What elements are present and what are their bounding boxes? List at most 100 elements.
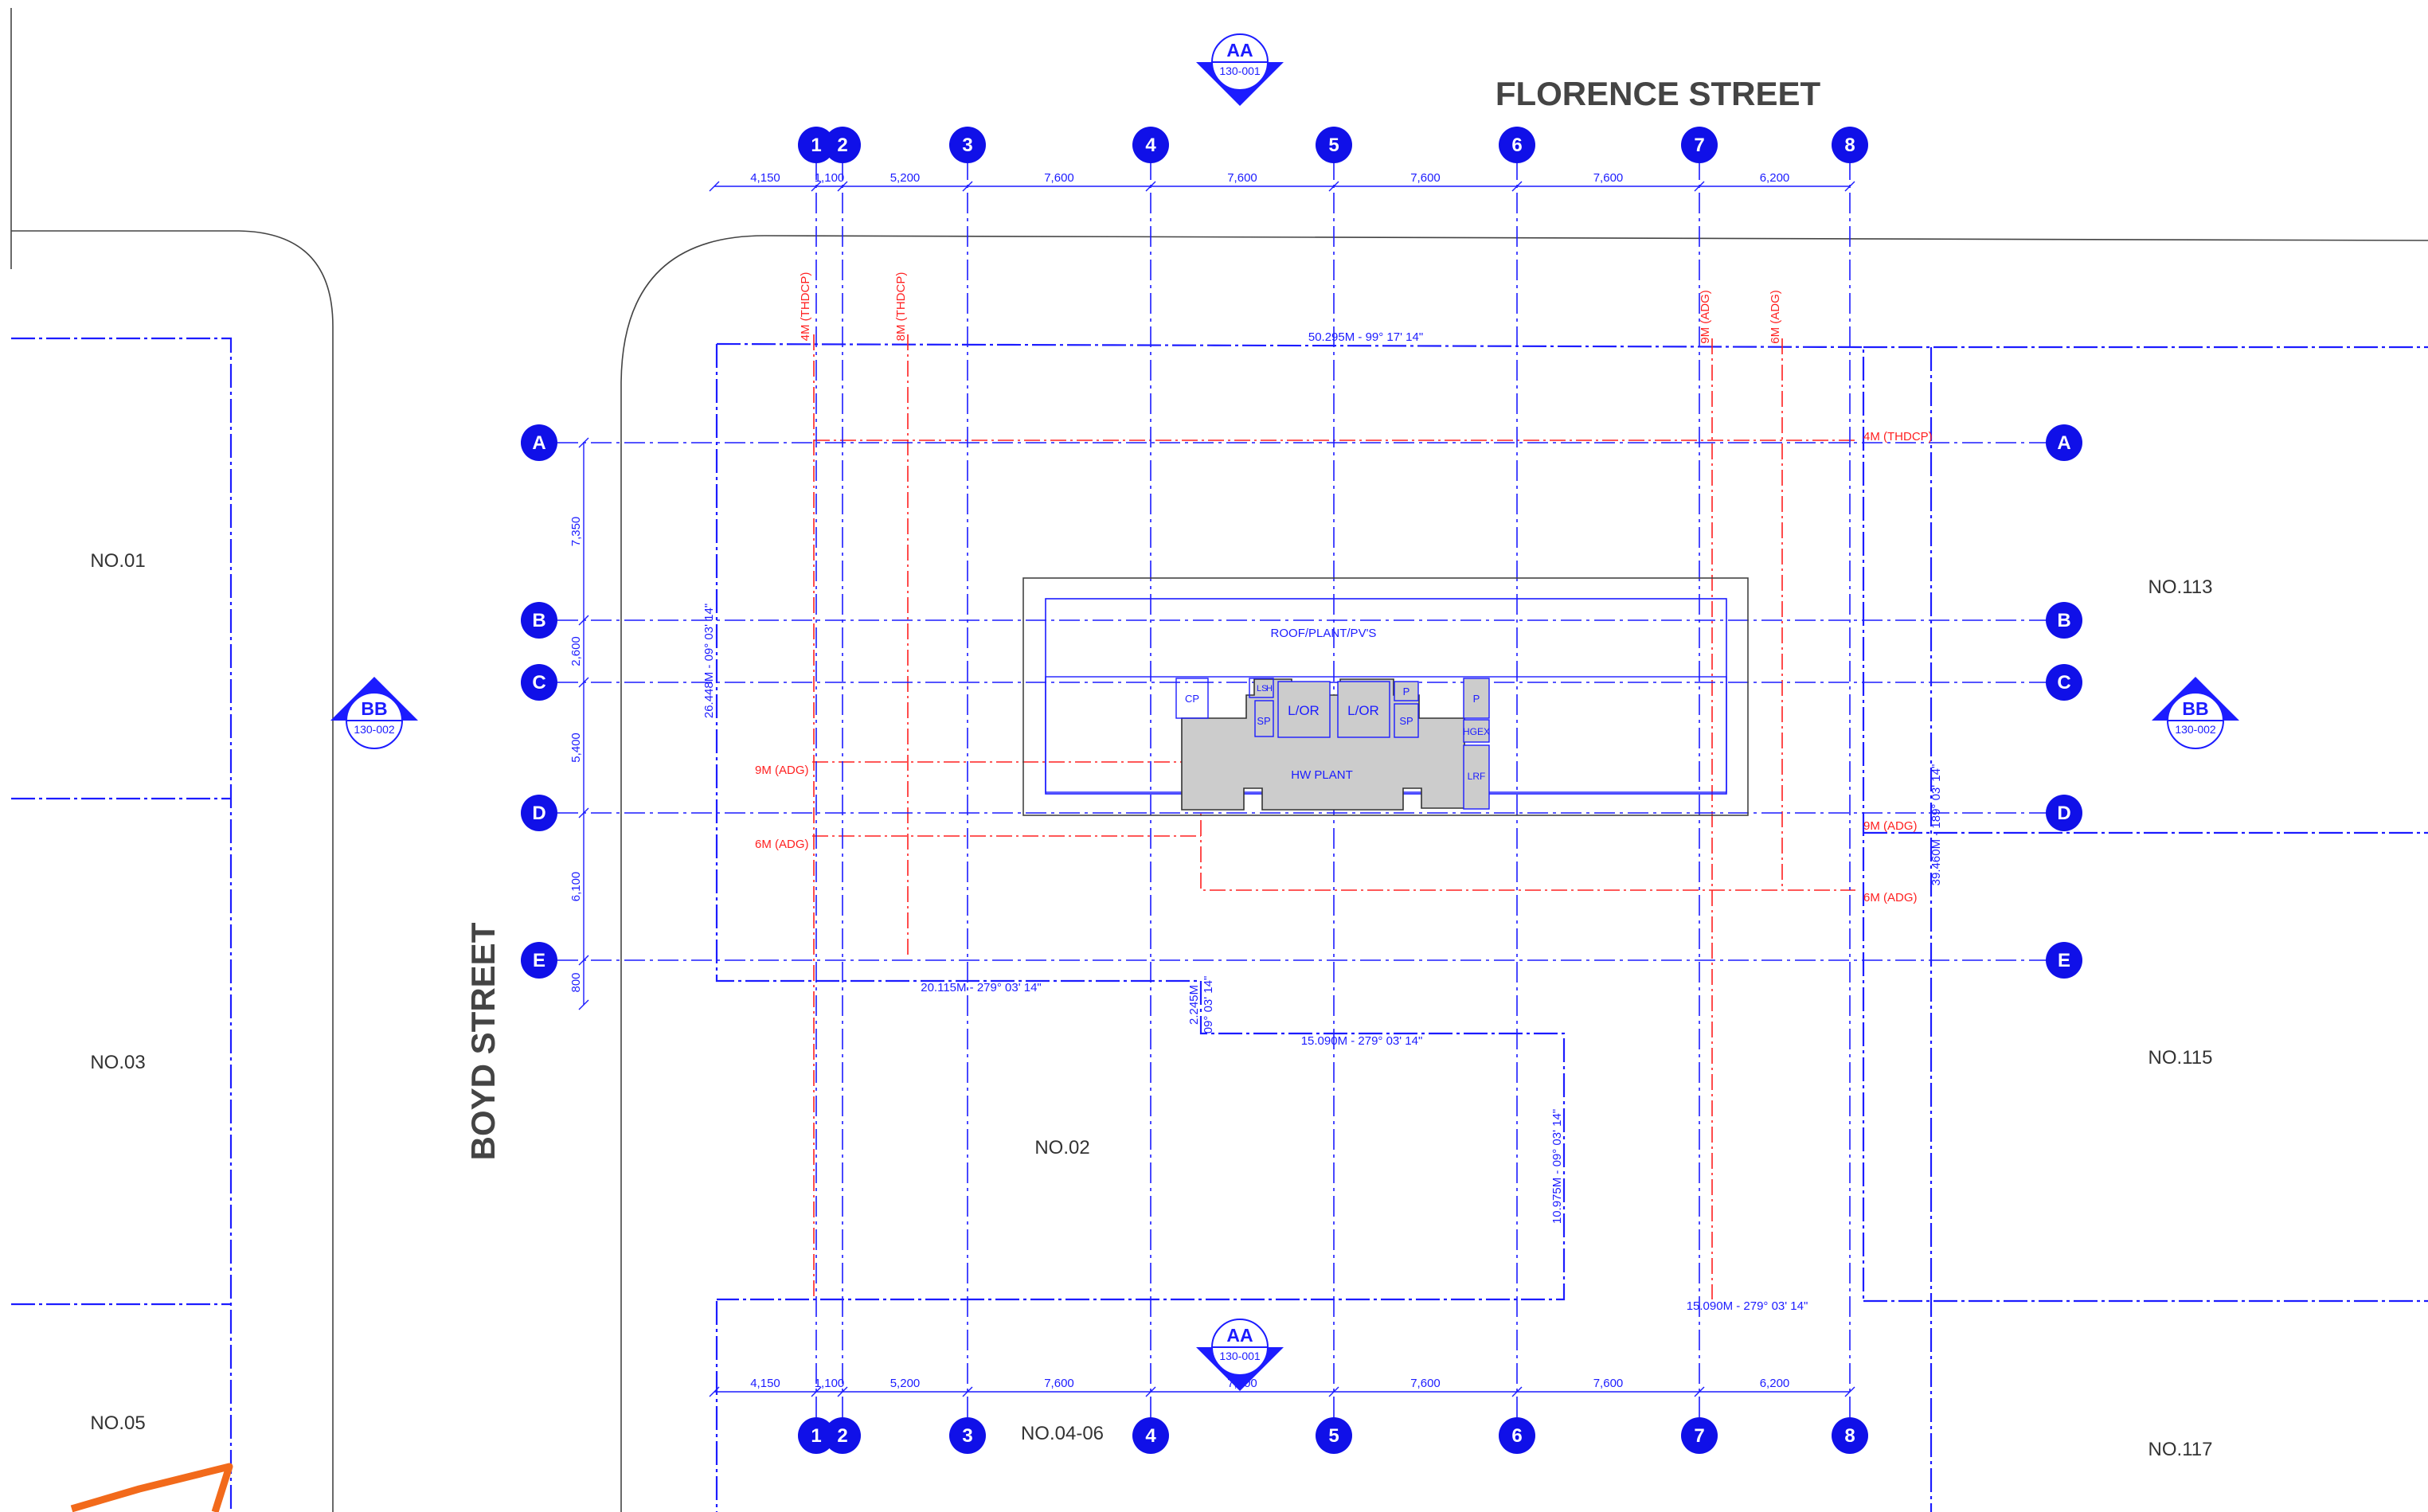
grid-bubble-circle bbox=[1316, 127, 1352, 163]
grid-bubble-row: C bbox=[2046, 664, 2082, 701]
grid-bubble-circle bbox=[2046, 664, 2082, 701]
room-lrf-label: LRF bbox=[1468, 771, 1486, 782]
room-p-label: P bbox=[1403, 686, 1410, 697]
grid-bubble-circle bbox=[521, 942, 557, 979]
setback-labels: 4M (THDCP) 8M (THDCP) 9M (ADG) 6M (ADG) … bbox=[755, 272, 1933, 904]
lot-label-no05: NO.05 bbox=[90, 1412, 145, 1434]
dimension-label: 1,100 bbox=[815, 171, 845, 185]
grid-bubble-label: 2 bbox=[837, 1425, 847, 1447]
dimension-label: 6,200 bbox=[1760, 1377, 1790, 1390]
grid-bubble-row: C bbox=[521, 664, 557, 701]
section-aa-label: AA bbox=[1226, 40, 1253, 61]
room-lor-label: L/OR bbox=[1347, 703, 1379, 718]
grid-bubble-label: 3 bbox=[962, 135, 972, 156]
dimension-label: 5,200 bbox=[890, 1377, 921, 1390]
boundary-north-label: 50.295M - 99° 17' 14" bbox=[1308, 330, 1423, 344]
grid-bubble-circle bbox=[798, 127, 835, 163]
room-sp-label: SP bbox=[1399, 715, 1413, 727]
grid-bubble-circle bbox=[824, 127, 861, 163]
grid-bubble-row: D bbox=[521, 795, 557, 831]
grid-bubble-column: 8 bbox=[1832, 1417, 1868, 1454]
section-marker-bb-west[interactable]: BB 130-002 bbox=[330, 677, 418, 749]
section-bb-label: BB bbox=[361, 698, 387, 719]
boundary-mid-vertical-label: 10.975M - 09° 03' 14" bbox=[1550, 1109, 1564, 1224]
boundary-south-label: 15.090M - 279° 03' 14" bbox=[1687, 1299, 1808, 1313]
lot-label-no115: NO.115 bbox=[2148, 1047, 2213, 1069]
dimension-label: 6,200 bbox=[1760, 171, 1790, 185]
setback-6m-adg-label: 6M (ADG) bbox=[1769, 290, 1782, 344]
setback-6m-adg-label: 6M (ADG) bbox=[1863, 891, 1918, 904]
dimension-label: 7,600 bbox=[1410, 1377, 1441, 1390]
grid-bubble-label: 1 bbox=[811, 135, 821, 156]
dimension-label: 7,600 bbox=[1593, 171, 1624, 185]
lot-label-no117: NO.117 bbox=[2148, 1439, 2213, 1460]
grid-bubble-row: D bbox=[2046, 795, 2082, 831]
grid-bubble-row: A bbox=[521, 424, 557, 461]
gridlines bbox=[557, 159, 2062, 1433]
grid-bubble-label: 4 bbox=[1145, 1425, 1156, 1447]
grid-bubble-label: B bbox=[2057, 610, 2070, 631]
grid-bubble-label: A bbox=[532, 432, 545, 454]
setback-8m-thdcp-label: 8M (THDCP) bbox=[894, 272, 908, 342]
grid-bubble-column: 6 bbox=[1499, 127, 1535, 163]
grid-bubble-circle bbox=[2046, 795, 2082, 831]
room-sp-label: SP bbox=[1257, 715, 1270, 727]
grid-bubble-circle bbox=[949, 127, 986, 163]
dimension-label: 4,150 bbox=[750, 1377, 780, 1390]
grid-bubble-circle bbox=[1832, 127, 1868, 163]
grid-bubble-label: 6 bbox=[1511, 1425, 1522, 1447]
grid-bubble-column: 8 bbox=[1832, 127, 1868, 163]
grid-bubble-column: 6 bbox=[1499, 1417, 1535, 1454]
grid-bubble-label: 4 bbox=[1145, 135, 1156, 156]
dimension-label: 800 bbox=[569, 972, 583, 992]
grid-bubble-circle bbox=[2046, 424, 2082, 461]
grid-bubble-circle bbox=[949, 1417, 986, 1454]
grid-bubble-circle bbox=[521, 795, 557, 831]
north-arrow-icon bbox=[70, 1463, 233, 1512]
setback-9m-adg-label: 9M (ADG) bbox=[755, 764, 809, 777]
grid-bubble-label: 8 bbox=[1844, 1425, 1855, 1447]
grid-bubble-row: B bbox=[521, 602, 557, 639]
dimension-label: 7,600 bbox=[1410, 171, 1441, 185]
road-curbs bbox=[10, 8, 2428, 1512]
grid-bubble-column: 7 bbox=[1681, 127, 1718, 163]
grid-bubble-row: A bbox=[2046, 424, 2082, 461]
lot-label-no04-06: NO.04-06 bbox=[1021, 1423, 1104, 1444]
grid-bubble-circle bbox=[798, 1417, 835, 1454]
section-marker-aa-top[interactable]: AA 130-001 bbox=[1196, 33, 1284, 106]
grid-bubble-column: 4 bbox=[1132, 1417, 1169, 1454]
lot-label-no03: NO.03 bbox=[90, 1052, 145, 1073]
section-bb-ref: 130-002 bbox=[354, 723, 395, 736]
grid-bubble-label: C bbox=[2057, 672, 2070, 693]
setback-4m-thdcp-label: 4M (THDCP) bbox=[1863, 430, 1933, 443]
section-marker-bb-east[interactable]: BB 130-002 bbox=[2152, 677, 2239, 749]
grid-bubble-row: E bbox=[521, 942, 557, 979]
grid-bubble-label: 7 bbox=[1694, 1425, 1704, 1447]
section-marker-aa-bottom[interactable]: AA 130-001 bbox=[1196, 1319, 1284, 1391]
section-aa-label: AA bbox=[1226, 1325, 1253, 1346]
street-name-florence: FLORENCE STREET bbox=[1496, 75, 1821, 112]
lot-label-no02: NO.02 bbox=[1034, 1137, 1089, 1158]
boundary-jog-label: 2.245M bbox=[1187, 985, 1201, 1025]
setback-9m-adg-label: 9M (ADG) bbox=[1699, 290, 1712, 344]
section-bb-ref: 130-002 bbox=[2175, 723, 2216, 736]
grid-bubble-label: D bbox=[532, 803, 545, 824]
dimension-left: 7,350 2,600 5,400 6,100 800 bbox=[569, 437, 589, 1010]
lot-labels: NO.01 NO.03 NO.05 NO.02 NO.04-06 NO.113 … bbox=[90, 550, 2212, 1460]
grid-bubble-label: B bbox=[532, 610, 545, 631]
boundary-east-label: 39.460M - 189° 03' 14" bbox=[1929, 764, 1943, 886]
room-p-label: P bbox=[1473, 693, 1480, 705]
grid-bubble-column: 3 bbox=[949, 127, 986, 163]
room-labels: ROOF/PLANT/PV'S HW PLANT L/OR L/OR CP SP… bbox=[1185, 627, 1490, 782]
setback-lines bbox=[812, 334, 1855, 1299]
grid-bubble-column: 3 bbox=[949, 1417, 986, 1454]
room-hgex-label: HGEX bbox=[1463, 726, 1490, 737]
boundary-mid-label: 15.090M - 279° 03' 14" bbox=[1301, 1034, 1423, 1048]
grid-bubble-circle bbox=[521, 602, 557, 639]
grid-bubble-label: 2 bbox=[837, 135, 847, 156]
grid-bubble-label: 7 bbox=[1694, 135, 1704, 156]
grid-bubble-label: A bbox=[2057, 432, 2070, 454]
grid-bubble-circle bbox=[521, 424, 557, 461]
dimension-label: 7,600 bbox=[1227, 171, 1257, 185]
